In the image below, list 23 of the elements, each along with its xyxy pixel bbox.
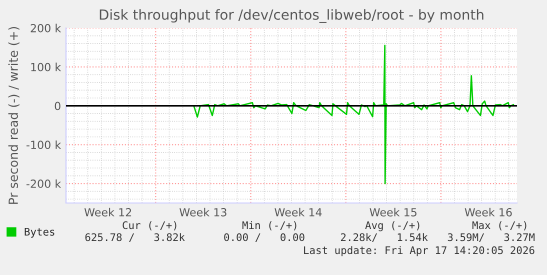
y-tick-label: 0	[54, 102, 60, 110]
text: Max (-/+)	[472, 221, 526, 230]
text: Cur (-/+)	[122, 221, 176, 230]
text: 625.78 / 3.82k	[85, 233, 185, 242]
text: 3.59M/ 3.27M	[448, 233, 535, 242]
chart-title: Disk throughput for /dev/centos_libweb/root - by month	[100, 9, 484, 23]
y-tick-label: 100 k	[31, 62, 62, 72]
text: Last update: Fri Apr 17 14:20:05 2026	[304, 246, 534, 256]
x-tick-label: Week 15	[370, 208, 416, 216]
text: Min (-/+)	[242, 221, 296, 230]
y-tick-label: -200 k	[26, 179, 62, 188]
legend-label: Bytes	[24, 228, 54, 238]
y-tick-label: 200 k	[30, 24, 62, 32]
y-tick-label: -100 k	[26, 140, 62, 150]
text: Avg (-/+)	[365, 221, 420, 232]
x-tick-label: Week 14	[274, 208, 322, 216]
y-axis-title: Pr second read (-) / write (+)	[8, 26, 20, 204]
x-tick-label: Week 12	[84, 208, 132, 216]
x-tick-label: Week 16	[464, 208, 512, 216]
text: 2.28k/ 1.54k	[340, 233, 428, 242]
text: 0.00 / 0.00	[224, 233, 304, 242]
line-series	[193, 44, 514, 184]
x-tick-label: Week 13	[180, 208, 226, 216]
